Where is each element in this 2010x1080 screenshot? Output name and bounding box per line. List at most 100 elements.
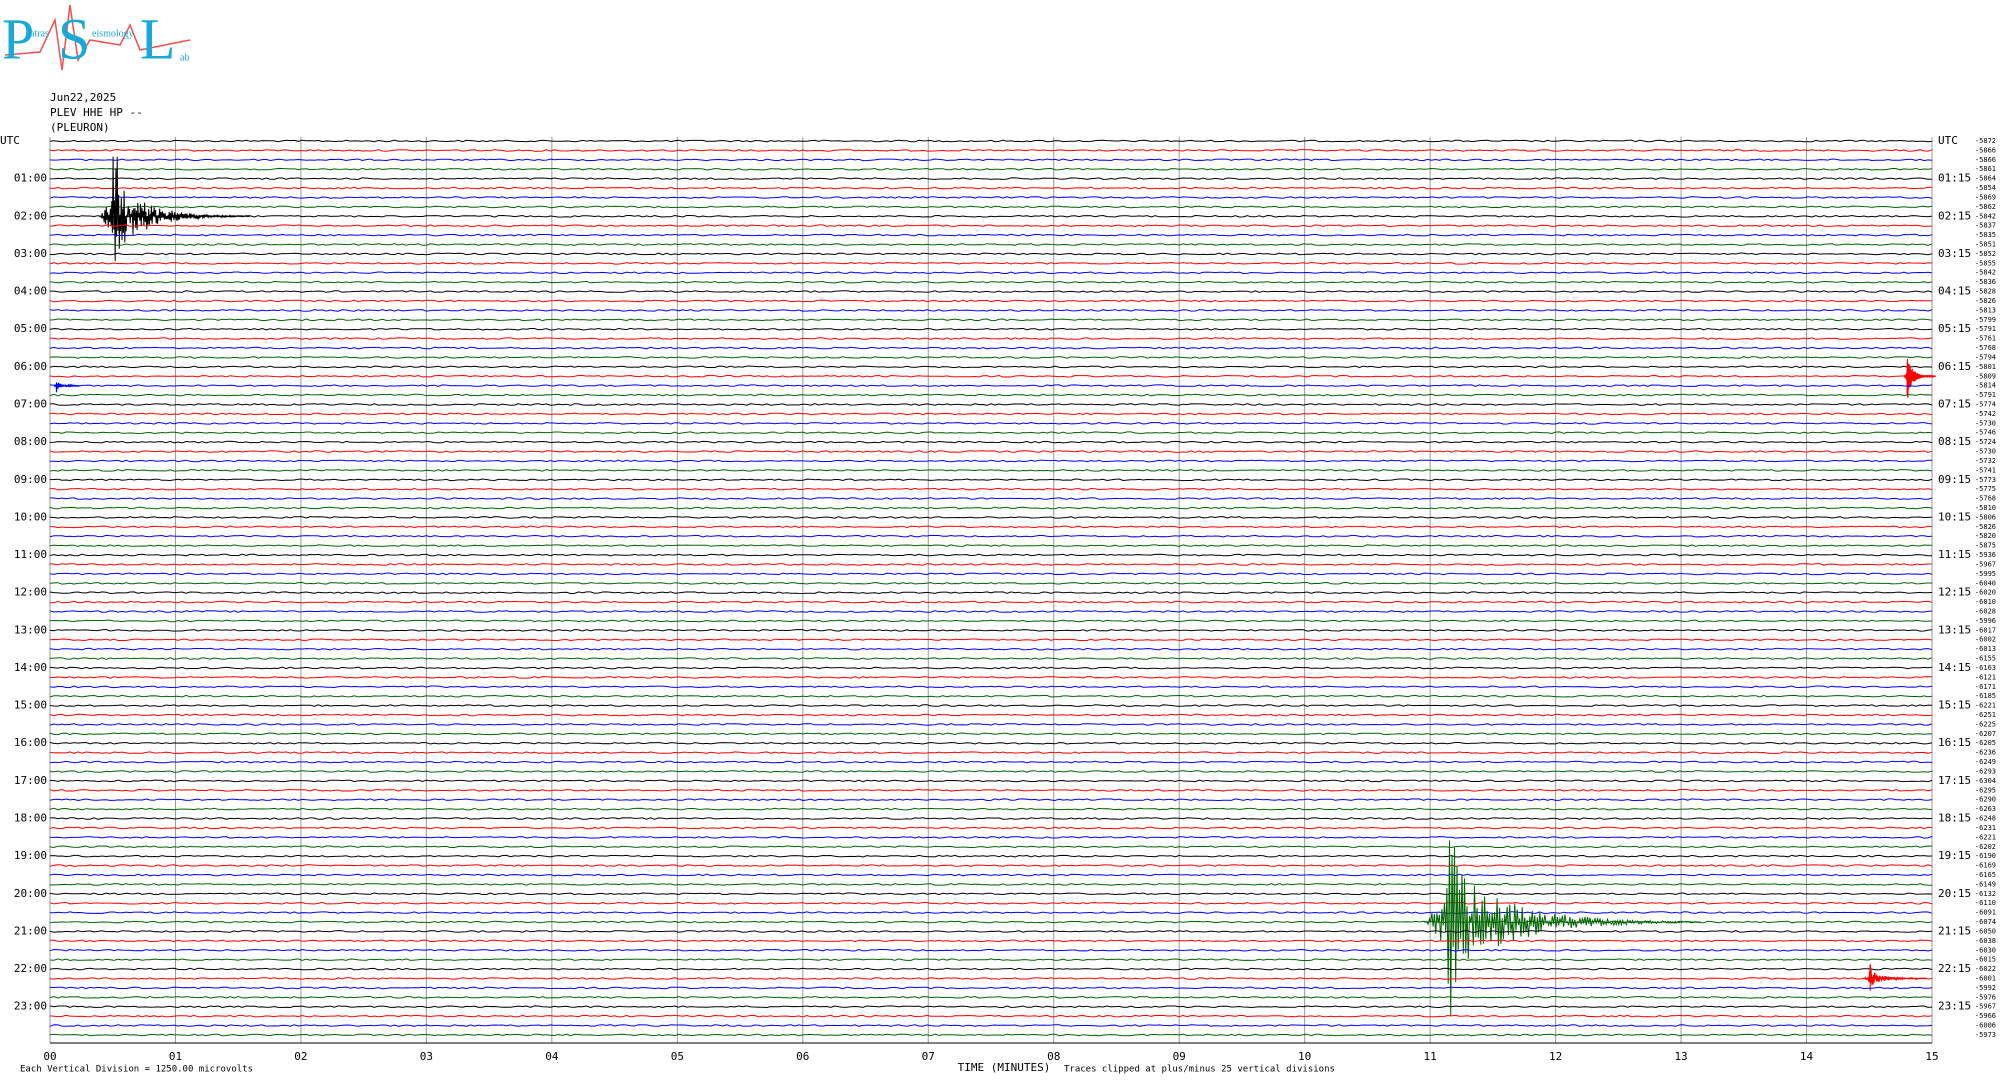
trace (49, 149, 1933, 152)
trace (49, 506, 1933, 510)
trace (50, 290, 1933, 293)
trace (49, 638, 1933, 642)
offset-label: -6207 (1975, 730, 1996, 738)
offset-label: -6015 (1975, 956, 1996, 964)
trace (49, 939, 1933, 943)
trace (49, 817, 1933, 820)
left-time-label: 10:00 (14, 510, 47, 523)
right-time-label: 12:15 (1938, 586, 1971, 599)
offset-label: -5835 (1975, 231, 1996, 239)
right-time-label: UTC (1938, 134, 1958, 147)
trace (49, 346, 1933, 350)
trace (49, 196, 1933, 199)
offset-label: -5730 (1975, 419, 1996, 427)
trace (49, 327, 1933, 331)
x-tick-label: 04 (545, 1050, 559, 1063)
offset-label: -5775 (1975, 485, 1996, 493)
offset-label: -5730 (1975, 448, 1996, 456)
trace (49, 610, 1933, 613)
logo-word: ab (180, 52, 189, 63)
trace (49, 995, 1933, 999)
x-axis-label: TIME (MINUTES) (958, 1061, 1051, 1074)
right-time-label: 07:15 (1938, 397, 1971, 410)
offset-label: -6163 (1975, 664, 1996, 672)
trace (49, 271, 1933, 275)
trace (49, 807, 1933, 811)
offset-label: -5996 (1975, 617, 1996, 625)
offset-label: -5810 (1975, 504, 1996, 512)
trace (49, 798, 1933, 802)
trace (49, 167, 1933, 171)
offset-label: -5741 (1975, 466, 1996, 474)
offset-label: -6040 (1975, 579, 1996, 587)
trace (49, 186, 1933, 190)
x-tick-label: 09 (1173, 1050, 1186, 1063)
offset-label: -6038 (1975, 937, 1996, 945)
trace (49, 261, 1933, 265)
trace (49, 243, 1933, 246)
offset-label: -5768 (1975, 344, 1996, 352)
offset-label: -5875 (1975, 542, 1996, 550)
trace (49, 563, 1932, 566)
logo-word: atras (30, 28, 49, 39)
trace (49, 544, 1932, 547)
left-time-label: 05:00 (14, 322, 47, 335)
offset-label: -5799 (1975, 316, 1996, 324)
trace (49, 309, 1933, 312)
trace (49, 525, 1933, 529)
offset-label: -5724 (1975, 438, 1996, 446)
offset-label: -6169 (1975, 862, 1996, 870)
offset-label: -6293 (1975, 767, 1996, 775)
x-tick-label: 06 (796, 1050, 809, 1063)
offset-label: -5872 (1975, 137, 1996, 145)
event-waveform (1904, 358, 1937, 398)
offset-label: -6149 (1975, 880, 1996, 888)
offset-label: -6263 (1975, 805, 1996, 813)
offset-label: -6185 (1975, 692, 1996, 700)
trace (49, 299, 1933, 303)
offset-label: -5761 (1975, 335, 1996, 343)
left-time-label: 12:00 (14, 586, 47, 599)
left-time-label: 18:00 (14, 812, 47, 825)
trace (49, 1033, 1933, 1037)
offset-label: -5866 (1975, 156, 1996, 164)
trace (49, 337, 1933, 340)
logo-letter: S (58, 6, 90, 71)
trace (49, 958, 1933, 962)
offset-label: -6221 (1975, 702, 1996, 710)
offset-label: -5774 (1975, 400, 1996, 408)
trace (49, 977, 1933, 980)
offset-label: -5995 (1975, 570, 1996, 578)
right-time-label: 11:15 (1938, 548, 1971, 561)
offset-label: -6074 (1975, 918, 1996, 926)
trace (49, 497, 1933, 500)
offset-label: -5855 (1975, 259, 1996, 267)
left-time-label: 17:00 (14, 774, 47, 787)
trace (49, 845, 1933, 849)
trace (49, 252, 1933, 256)
trace (50, 487, 1933, 491)
offset-label: -6002 (1975, 636, 1996, 644)
right-time-label: 08:15 (1938, 435, 1971, 448)
trace (49, 591, 1933, 595)
offset-label: -5967 (1975, 560, 1996, 568)
trace (49, 666, 1933, 670)
offset-label: -5842 (1975, 269, 1996, 277)
right-time-label: 01:15 (1938, 172, 1971, 185)
offset-label: -6225 (1975, 720, 1996, 728)
offset-label: -6050 (1975, 927, 1996, 935)
trace (49, 280, 1933, 284)
right-time-label: 18:15 (1938, 812, 1971, 825)
left-time-label: 07:00 (14, 397, 47, 410)
offset-label: -5851 (1975, 241, 1996, 249)
right-time-label: 22:15 (1938, 962, 1971, 975)
trace (49, 647, 1933, 651)
right-time-label: 02:15 (1938, 209, 1971, 222)
trace (49, 713, 1933, 717)
right-time-label: 14:15 (1938, 661, 1971, 674)
trace (49, 854, 1933, 858)
trace (49, 1024, 1933, 1027)
trace (49, 657, 1933, 660)
offset-label: -6132 (1975, 890, 1996, 898)
